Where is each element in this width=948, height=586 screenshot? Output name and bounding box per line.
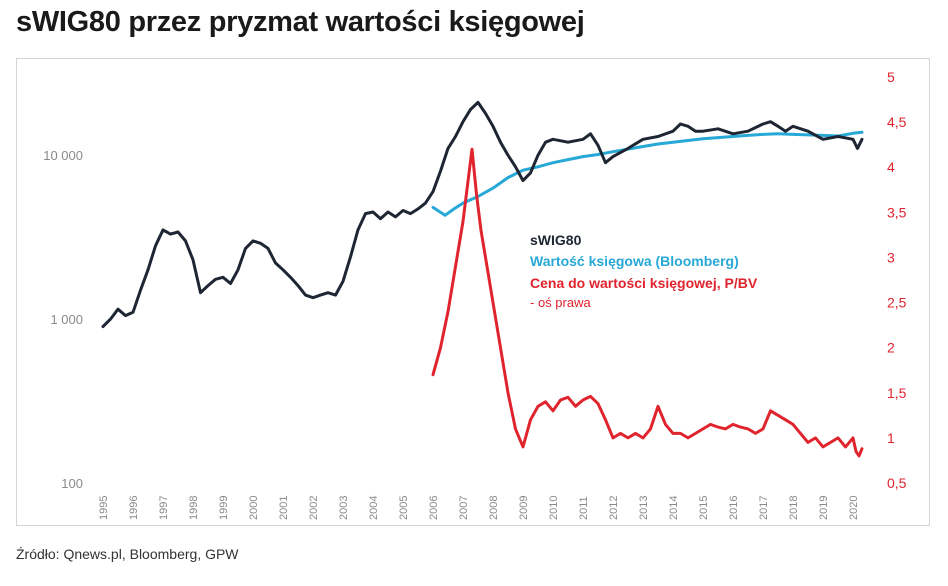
x-axis-tick-label: 2018	[788, 496, 800, 520]
series-pbv-line	[431, 147, 864, 458]
x-axis-tick-label: 2004	[368, 496, 380, 520]
x-axis-tick-label: 2019	[818, 496, 830, 520]
x-axis-tick-label: 2016	[728, 496, 740, 520]
x-axis-tick-label: 2013	[638, 496, 650, 520]
x-axis-tick-label: 1996	[128, 496, 140, 520]
x-axis-tick-label: 2008	[488, 496, 500, 520]
x-axis-tick-label: 2007	[458, 496, 470, 520]
legend-pbv-note: - oś prawa	[530, 295, 591, 310]
right-axis-tick-label: 0,5	[887, 475, 907, 491]
x-axis-tick-label: 1995	[98, 496, 110, 520]
x-axis-tick-label: 2001	[278, 496, 290, 520]
x-axis-tick-label: 2011	[578, 496, 590, 520]
chart-title: sWIG80 przez pryzmat wartości księgowej	[16, 6, 585, 38]
right-axis-tick-label: 3,5	[887, 204, 907, 220]
x-axis-tick-label: 2006	[428, 496, 440, 520]
left-axis-tick-label: 1 000	[50, 312, 83, 327]
right-axis-tick-label: 1	[887, 430, 895, 446]
x-axis-tick-label: 2015	[698, 496, 710, 520]
chart-frame: 100 1 000 10 000 0,5 1 1,5 2 2,5 3 3,5 4 4,5 5 1995…	[16, 58, 930, 526]
series-book-value-line	[431, 130, 864, 217]
chart-svg: 100 1 000 10 000 0,5 1 1,5 2 2,5 3 3,5 4 4,5 5 1995…	[43, 69, 907, 520]
x-axis-tick-label: 2002	[308, 496, 320, 520]
x-axis-tick-label: 1997	[158, 496, 170, 520]
x-axis-tick-label: 1999	[218, 496, 230, 520]
legend-swig80: sWIG80	[530, 232, 582, 248]
x-axis-tick-label: 2017	[758, 496, 770, 520]
left-axis-tick-label: 100	[61, 476, 83, 491]
right-axis-tick-label: 3	[887, 249, 895, 265]
x-axis-tick-label: 2010	[548, 496, 560, 520]
right-axis-tick-label: 4	[887, 159, 895, 175]
right-axis-tick-label: 1,5	[887, 385, 907, 401]
legend-book-value: Wartość księgowa (Bloomberg)	[530, 253, 739, 269]
x-axis-tick-label: 2012	[608, 496, 620, 520]
right-axis-tick-label: 2,5	[887, 295, 907, 311]
legend-pbv: Cena do wartości księgowej, P/BV	[530, 275, 758, 291]
x-axis-tick-label: 2009	[518, 496, 530, 520]
series-swig80-line	[101, 100, 864, 329]
right-axis-tick-label: 5	[887, 69, 895, 85]
x-axis-tick-label: 2005	[398, 496, 410, 520]
source-note: Źródło: Qnews.pl, Bloomberg, GPW	[16, 546, 239, 562]
x-axis-tick-label: 2003	[338, 496, 350, 520]
right-axis-tick-label: 2	[887, 340, 895, 356]
x-axis-tick-label: 1998	[188, 496, 200, 520]
x-axis-tick-label: 2014	[668, 496, 680, 520]
right-axis-tick-label: 4,5	[887, 114, 907, 130]
left-axis-tick-label: 10 000	[43, 148, 83, 163]
x-axis-tick-label: 2000	[248, 496, 260, 520]
x-axis-tick-label: 2020	[848, 496, 860, 520]
